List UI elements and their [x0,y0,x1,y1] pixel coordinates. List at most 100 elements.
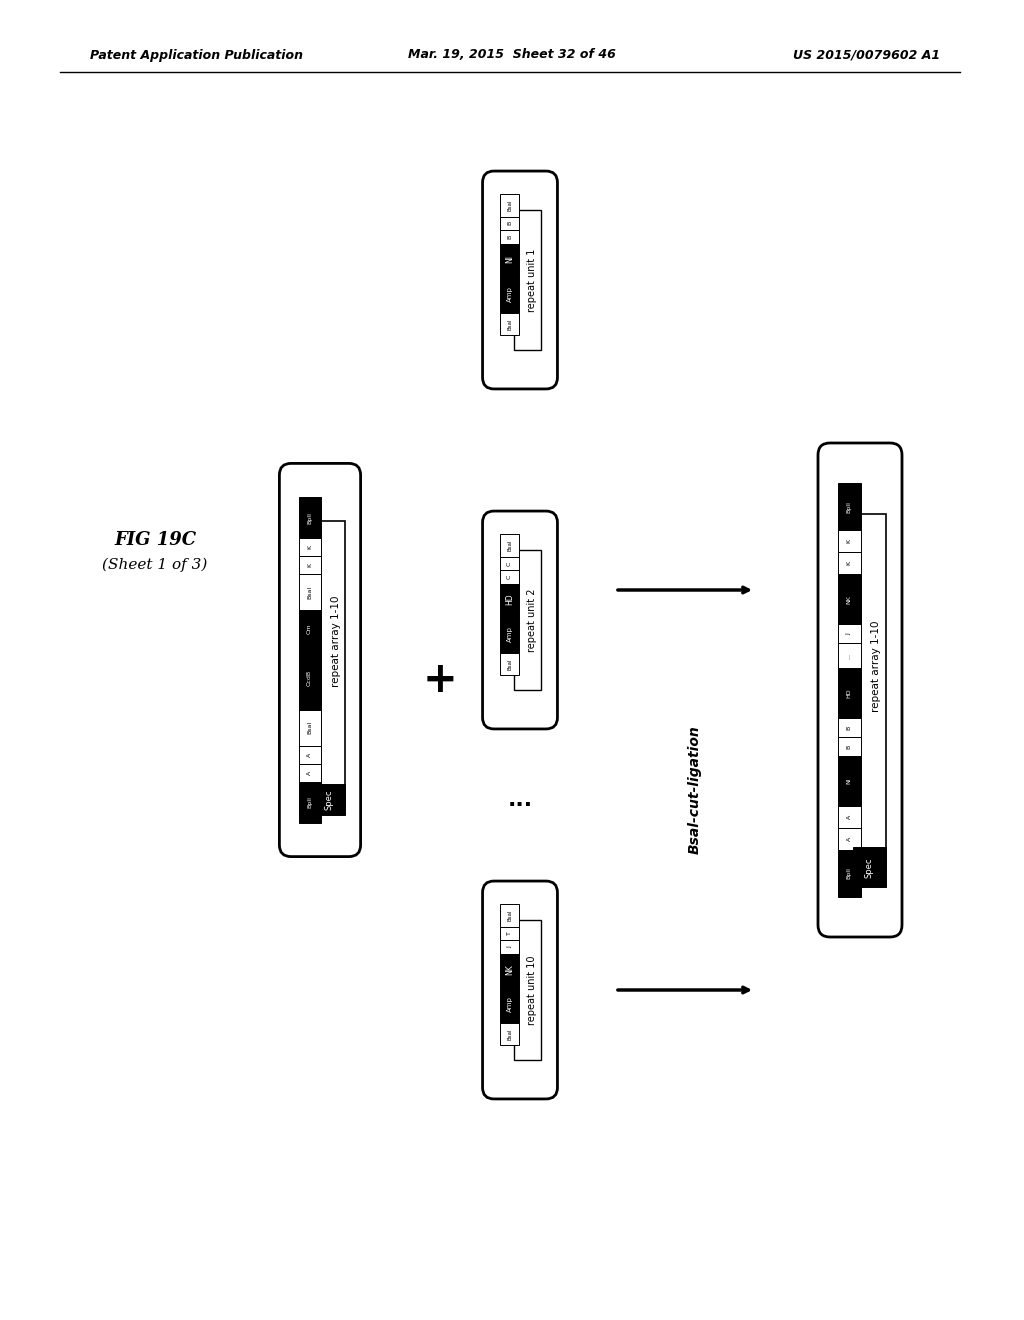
Text: Spec: Spec [325,789,333,810]
Bar [853,513,886,866]
Text: BsaI: BsaI [507,1028,512,1040]
Text: BsaI: BsaI [507,657,512,669]
Bar [838,552,860,574]
Bar [299,556,321,574]
Bar [299,647,321,710]
Text: BsaI: BsaI [507,909,512,921]
Text: J: J [507,946,512,948]
Text: BsaI: BsaI [507,318,512,330]
Text: HD: HD [505,594,514,606]
Text: K: K [847,561,852,565]
Bar [299,746,321,764]
Bar [299,498,321,539]
Bar [299,710,321,746]
Text: C: C [507,576,512,579]
FancyBboxPatch shape [482,172,557,389]
Text: BsaI: BsaI [507,540,512,552]
Text: FIG 19C: FIG 19C [114,531,196,549]
Text: HD: HD [847,688,852,698]
Text: BsaI: BsaI [307,586,312,599]
Bar [838,807,860,828]
Text: CcdB: CcdB [307,671,312,686]
FancyBboxPatch shape [818,444,902,937]
Bar [514,550,541,690]
Text: ...: ... [847,652,852,659]
Bar [299,610,321,647]
Text: K: K [307,562,312,568]
Bar [312,521,345,799]
Bar [500,904,519,927]
Bar [838,624,860,643]
Bar [514,920,541,1060]
Bar [312,784,345,816]
Text: Cm: Cm [307,623,312,634]
Bar [838,756,860,807]
Text: NK: NK [847,595,852,603]
Bar [500,652,519,675]
Text: K: K [847,539,852,544]
Bar [500,940,519,954]
Bar [500,1023,519,1045]
Text: +: + [423,659,458,701]
Bar [500,216,519,230]
Text: (Sheet 1 of 3): (Sheet 1 of 3) [102,558,208,572]
Bar [299,539,321,556]
Bar [838,668,860,718]
Text: Mar. 19, 2015  Sheet 32 of 46: Mar. 19, 2015 Sheet 32 of 46 [408,49,616,62]
Text: B: B [847,726,852,730]
Bar [500,985,519,1023]
Bar [500,927,519,940]
Text: ...: ... [508,789,532,810]
Text: B: B [507,222,512,226]
Bar [500,570,519,583]
Text: BpII: BpII [307,796,312,808]
Bar [299,574,321,610]
Text: NI: NI [505,255,514,264]
Text: Spec: Spec [864,857,873,878]
Bar [500,244,519,275]
Text: A: A [307,752,312,758]
Bar [500,583,519,615]
Bar [838,737,860,756]
Text: BpII: BpII [847,500,852,512]
Bar [500,557,519,570]
Text: repeat array 1-10: repeat array 1-10 [871,620,882,713]
FancyBboxPatch shape [280,463,360,857]
Text: BsaI: BsaI [307,721,312,734]
Bar [500,313,519,335]
Text: J: J [847,632,852,635]
FancyBboxPatch shape [482,880,557,1100]
Text: BpII: BpII [307,512,312,524]
Text: A: A [307,771,312,775]
Bar [838,483,860,531]
Bar [514,210,541,350]
Bar [838,643,860,668]
Bar [500,275,519,313]
Bar [500,615,519,652]
Bar [838,850,860,896]
Text: repeat unit 1: repeat unit 1 [527,248,538,312]
Bar [838,828,860,850]
Text: BsaI: BsaI [507,199,512,211]
Text: Amp: Amp [507,626,513,642]
Text: Amp: Amp [507,286,513,302]
Text: B: B [507,235,512,239]
Bar [500,954,519,985]
Text: B: B [847,744,852,748]
Bar [853,847,886,887]
Text: US 2015/0079602 A1: US 2015/0079602 A1 [793,49,940,62]
Text: Patent Application Publication: Patent Application Publication [90,49,303,62]
Bar [500,535,519,557]
Bar [500,194,519,216]
Bar [500,230,519,244]
Text: NI: NI [847,777,852,784]
Bar [838,718,860,737]
Bar [299,764,321,781]
Text: C: C [507,561,512,565]
Text: repeat array 1-10: repeat array 1-10 [331,595,341,688]
Bar [838,531,860,552]
Text: K: K [307,545,312,549]
Text: BpII: BpII [847,867,852,879]
FancyBboxPatch shape [482,511,557,729]
Text: repeat unit 10: repeat unit 10 [527,956,538,1024]
